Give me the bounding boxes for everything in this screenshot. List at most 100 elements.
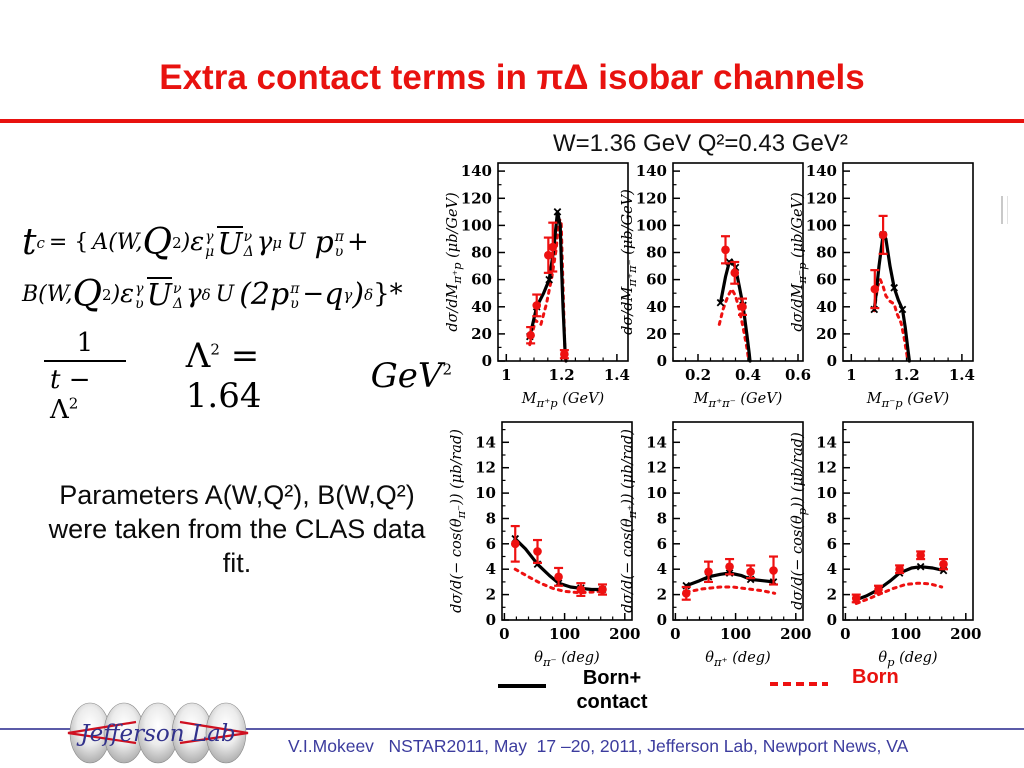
plot-m-pi-minus-p: 0 20 40 60 80 100 120 140 1 1.2 1.4 Mπ⁻p (GeV) dσ/dM… <box>789 153 985 415</box>
svg-text:140: 140 <box>806 162 837 180</box>
svg-text:0.2: 0.2 <box>685 366 711 384</box>
svg-text:0: 0 <box>827 352 837 370</box>
svg-text:8: 8 <box>657 510 667 528</box>
svg-text:0: 0 <box>482 352 492 370</box>
svg-text:20: 20 <box>816 325 837 343</box>
svg-text:8: 8 <box>827 510 837 528</box>
svg-text:40: 40 <box>471 298 492 316</box>
lambda-units: GeV2 <box>370 356 452 397</box>
svg-text:0.4: 0.4 <box>735 366 761 384</box>
svg-text:dσ/dMπ⁺p (μb/GeV): dσ/dMπ⁺p (μb/GeV) <box>445 192 464 331</box>
svg-text:Mπ⁺p (GeV): Mπ⁺p (GeV) <box>521 391 604 410</box>
svg-text:6: 6 <box>657 535 667 553</box>
lambda-value: Λ2 = 1.64 <box>185 336 262 417</box>
plot-m-pi-plus-p: 0 20 40 60 80 100 120 140 1 1.2 1.4 Mπ⁺p (GeV) dσ/dM… <box>444 153 640 415</box>
svg-text:120: 120 <box>806 189 837 207</box>
svg-text:2: 2 <box>486 586 496 604</box>
svg-text:6: 6 <box>827 535 837 553</box>
svg-text:0: 0 <box>499 625 509 643</box>
svg-text:0.6: 0.6 <box>785 366 811 384</box>
svg-text:0: 0 <box>486 611 496 629</box>
svg-text:60: 60 <box>816 271 837 289</box>
svg-text:θπ⁺ (deg): θπ⁺ (deg) <box>705 650 770 669</box>
svg-text:dσ/d(− cos(θπ⁺)) (μb/rad): dσ/d(− cos(θπ⁺)) (μb/rad) <box>620 429 639 613</box>
svg-text:1: 1 <box>501 366 511 384</box>
svg-text:200: 200 <box>609 625 640 643</box>
propagator-fraction: 1 t − Λ2 <box>44 328 126 425</box>
svg-text:100: 100 <box>549 625 580 643</box>
svg-text:80: 80 <box>471 244 492 262</box>
svg-text:2: 2 <box>657 586 667 604</box>
svg-text:0: 0 <box>657 611 667 629</box>
svg-text:100: 100 <box>461 216 492 234</box>
svg-text:12: 12 <box>475 459 496 477</box>
svg-text:14: 14 <box>475 433 496 451</box>
svg-text:100: 100 <box>720 625 751 643</box>
svg-text:12: 12 <box>816 459 837 477</box>
svg-text:140: 140 <box>636 162 667 180</box>
svg-text:6: 6 <box>486 535 496 553</box>
page-title: Extra contact terms in πΔ isobar channel… <box>159 58 865 97</box>
svg-text:0: 0 <box>670 625 680 643</box>
footer-divider-line <box>0 728 1024 730</box>
legend-solid-line-sample <box>498 684 546 688</box>
svg-text:1.4: 1.4 <box>604 366 630 384</box>
svg-text:2: 2 <box>827 586 837 604</box>
svg-text:60: 60 <box>471 271 492 289</box>
svg-text:8: 8 <box>486 510 496 528</box>
svg-text:4: 4 <box>657 560 667 578</box>
footer-credit: V.I.Mokeev NSTAR2011, May 17 –20, 2011, … <box>288 736 909 756</box>
plot-theta-p: 0 2 4 6 8 10 12 14 0 100 200 θp (deg) dσ/d(− cos(θp)… <box>789 412 985 674</box>
svg-text:0: 0 <box>840 625 850 643</box>
svg-text:120: 120 <box>461 189 492 207</box>
svg-text:1.4: 1.4 <box>949 366 975 384</box>
svg-text:1.2: 1.2 <box>549 366 575 384</box>
kinematics-label: W=1.36 GeV Q²=0.43 GeV² <box>553 130 848 157</box>
svg-text:80: 80 <box>816 244 837 262</box>
svg-text:10: 10 <box>646 484 667 502</box>
svg-text:80: 80 <box>646 244 667 262</box>
svg-text:dσ/dMπ⁻p (μb/GeV): dσ/dMπ⁻p (μb/GeV) <box>790 192 809 331</box>
svg-text:0: 0 <box>827 611 837 629</box>
svg-text:1: 1 <box>846 366 856 384</box>
title-divider-line <box>0 119 1024 123</box>
parameters-note: Parameters A(W,Q²), B(W,Q²) were taken f… <box>48 480 426 579</box>
svg-text:4: 4 <box>486 560 496 578</box>
plot-m-pi-plus-pi-minus: 0 20 40 60 80 100 120 140 0.2 0.4 0.6 Mπ⁺π⁻ (GeV) dσ… <box>619 153 815 415</box>
plot-theta-pi-minus: 0 2 4 6 8 10 12 14 0 100 200 θπ⁻ (deg) dσ/d(− cos(θπ… <box>448 412 644 674</box>
svg-text:Mπ⁺π⁻ (GeV): Mπ⁺π⁻ (GeV) <box>693 391 783 410</box>
svg-text:40: 40 <box>816 298 837 316</box>
plot-theta-pi-plus: 0 2 4 6 8 10 12 14 0 100 200 θπ⁺ (deg) dσ/d(− cos(θπ… <box>619 412 815 674</box>
svg-text:10: 10 <box>475 484 496 502</box>
svg-text:dσ/d(− cos(θp)) (μb/rad): dσ/d(− cos(θp)) (μb/rad) <box>790 432 809 610</box>
logo-right-chevron-icon <box>179 720 249 745</box>
logo-left-chevron-icon <box>67 720 137 745</box>
svg-text:0: 0 <box>657 352 667 370</box>
legend-dashed-line-sample <box>770 682 828 686</box>
svg-text:120: 120 <box>636 189 667 207</box>
svg-text:10: 10 <box>816 484 837 502</box>
svg-text:200: 200 <box>780 625 811 643</box>
logo-cavity-cells <box>69 702 247 764</box>
svg-text:40: 40 <box>646 298 667 316</box>
svg-text:θπ⁻ (deg): θπ⁻ (deg) <box>534 650 599 669</box>
svg-text:20: 20 <box>646 325 667 343</box>
svg-text:100: 100 <box>636 216 667 234</box>
svg-text:θp (deg): θp (deg) <box>878 650 937 669</box>
jefferson-lab-logo: Jefferson Lab <box>67 702 249 764</box>
svg-text:4: 4 <box>827 560 837 578</box>
svg-text:12: 12 <box>646 459 667 477</box>
svg-text:100: 100 <box>890 625 921 643</box>
logo-text: Jefferson Lab <box>76 721 235 747</box>
svg-text:14: 14 <box>646 433 667 451</box>
legend-dashed-label: Born <box>852 666 899 688</box>
formula-line-3: 1 t − Λ2 Λ2 = 1.64 GeV2 <box>22 328 452 425</box>
svg-text:dσ/dMπ⁺π⁻ (μb/GeV): dσ/dMπ⁺π⁻ (μb/GeV) <box>620 189 639 335</box>
svg-text:100: 100 <box>806 216 837 234</box>
stray-mark <box>1001 196 1008 224</box>
svg-text:dσ/d(− cos(θπ⁻)) (μb/rad): dσ/d(− cos(θπ⁻)) (μb/rad) <box>449 429 468 613</box>
